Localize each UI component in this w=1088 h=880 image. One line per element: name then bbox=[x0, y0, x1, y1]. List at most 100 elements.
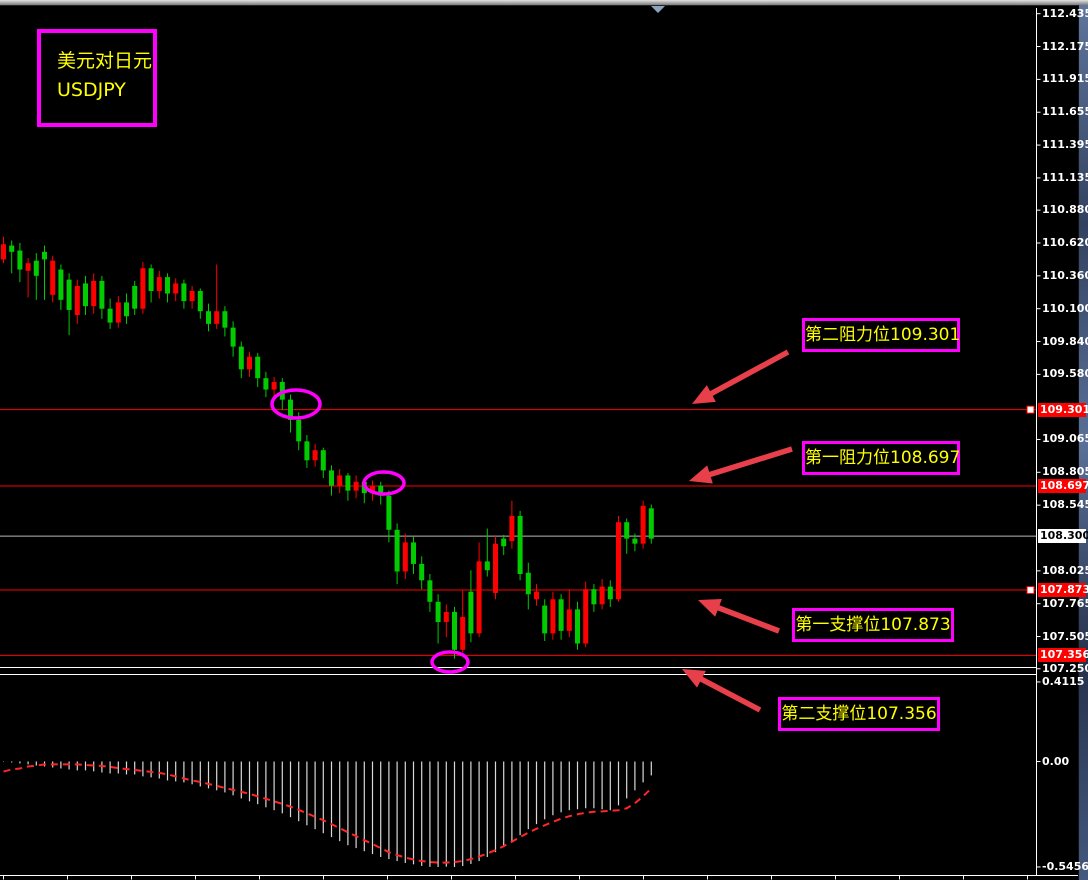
candle-body bbox=[607, 586, 613, 600]
candle-body bbox=[402, 542, 408, 572]
candle-body bbox=[83, 283, 88, 307]
candle-body bbox=[222, 311, 228, 328]
symbol-name-cn: 美元对日元 bbox=[57, 50, 153, 72]
candle-body bbox=[517, 515, 523, 575]
price-axis-label: 112.435 bbox=[1042, 6, 1088, 20]
candle-body bbox=[99, 280, 105, 309]
candle-body bbox=[337, 475, 343, 486]
price-axis-label: 110.100 bbox=[1042, 301, 1088, 315]
annotation-support2[interactable]: 第二支撑位107.356 bbox=[778, 697, 940, 731]
candle-body bbox=[435, 601, 441, 623]
candle-body bbox=[534, 591, 539, 600]
candle-body bbox=[304, 441, 310, 461]
candle-body bbox=[566, 609, 572, 631]
candle-body bbox=[25, 263, 31, 271]
highlight-ellipse[interactable] bbox=[362, 470, 406, 496]
pointer-arrow-shaft[interactable] bbox=[694, 674, 762, 713]
candle-body bbox=[427, 580, 433, 602]
candle-body bbox=[624, 522, 630, 539]
pointer-arrow-head[interactable] bbox=[692, 385, 716, 404]
candle-body bbox=[33, 260, 39, 276]
indicator-axis-label: 0.4115 bbox=[1042, 674, 1085, 688]
candle-body bbox=[271, 381, 277, 390]
pointer-arrow-head[interactable] bbox=[689, 465, 713, 484]
candle-body bbox=[140, 268, 146, 309]
candle-body bbox=[558, 599, 564, 631]
candle-body bbox=[181, 283, 187, 302]
level-price-label: 108.697 bbox=[1038, 478, 1088, 493]
candle-body bbox=[476, 561, 482, 634]
candle-body bbox=[648, 508, 654, 539]
price-axis-label: 108.805 bbox=[1042, 465, 1088, 479]
price-axis-label: 109.065 bbox=[1042, 432, 1088, 446]
candle-body bbox=[443, 611, 449, 623]
candle-body bbox=[66, 279, 72, 310]
candle-body bbox=[238, 346, 244, 370]
candle-body bbox=[493, 543, 498, 593]
candle-body bbox=[58, 269, 64, 300]
price-axis-label: 111.655 bbox=[1042, 105, 1088, 119]
candle-body bbox=[525, 572, 531, 595]
candle-body bbox=[50, 260, 56, 295]
pointer-arrow-shaft[interactable] bbox=[704, 349, 790, 399]
candle-body bbox=[9, 245, 15, 252]
candle-body bbox=[148, 268, 154, 292]
price-axis-label: 109.840 bbox=[1042, 334, 1088, 348]
candle-body bbox=[17, 250, 23, 270]
candle-body bbox=[378, 485, 384, 496]
candle-body bbox=[156, 277, 162, 292]
price-axis-label: 110.880 bbox=[1042, 203, 1088, 217]
annotation-resistance1[interactable]: 第一阻力位108.697 bbox=[802, 441, 960, 475]
window-scrollbar[interactable] bbox=[1078, 5, 1088, 880]
price-axis-label: 108.545 bbox=[1042, 498, 1088, 512]
level-drag-handle[interactable] bbox=[1026, 586, 1035, 595]
level-drag-handle[interactable] bbox=[1026, 405, 1035, 414]
candle-body bbox=[468, 591, 474, 634]
price-axis-label: 107.505 bbox=[1042, 629, 1088, 643]
window-top-resize-bar[interactable] bbox=[0, 0, 1088, 6]
candle-body bbox=[74, 285, 80, 316]
level-price-label: 109.301 bbox=[1038, 402, 1088, 417]
candle-body bbox=[263, 378, 269, 390]
candle-body bbox=[329, 470, 334, 486]
indicator-axis-label: -0.5456 bbox=[1042, 859, 1088, 873]
pointer-arrow-shaft[interactable] bbox=[711, 603, 780, 634]
candle-body bbox=[419, 563, 425, 581]
highlight-ellipse[interactable] bbox=[430, 650, 470, 674]
candle-body bbox=[107, 308, 113, 323]
candle-body bbox=[124, 302, 129, 317]
candle-body bbox=[632, 538, 638, 544]
candle-body bbox=[197, 291, 203, 312]
candle-body bbox=[550, 599, 556, 634]
candle-body bbox=[288, 399, 293, 420]
indicator-axis-label: 0.00 bbox=[1042, 754, 1070, 768]
candle-body bbox=[42, 251, 47, 260]
candle-body bbox=[214, 311, 220, 324]
candle-body bbox=[501, 538, 507, 547]
pointer-arrow-shaft[interactable] bbox=[703, 446, 793, 479]
level-price-label: 107.873 bbox=[1038, 583, 1088, 598]
symbol-label-box[interactable]: 美元对日元 USDJPY bbox=[37, 29, 157, 127]
price-axis-label: 110.620 bbox=[1042, 235, 1088, 249]
candle-body bbox=[345, 475, 351, 491]
pointer-arrow-head[interactable] bbox=[698, 598, 722, 617]
candle-body bbox=[353, 481, 359, 491]
pointer-arrow-head[interactable] bbox=[682, 669, 706, 688]
candle-body bbox=[394, 529, 400, 572]
price-axis-label: 110.360 bbox=[1042, 268, 1088, 282]
candle-body bbox=[411, 542, 416, 564]
price-axis-label: 107.765 bbox=[1042, 596, 1088, 610]
annotation-support1[interactable]: 第一支撑位107.873 bbox=[792, 608, 954, 642]
candle-body bbox=[1, 244, 6, 260]
price-axis-label: 108.025 bbox=[1042, 563, 1088, 577]
highlight-ellipse[interactable] bbox=[270, 388, 322, 420]
annotation-resistance2[interactable]: 第二阻力位109.301 bbox=[802, 318, 960, 352]
candle-body bbox=[189, 291, 195, 302]
candle-body bbox=[206, 311, 211, 324]
candle-body bbox=[591, 589, 597, 605]
level-price-label: 107.356 bbox=[1038, 648, 1088, 663]
macd-signal-line bbox=[3, 763, 652, 864]
candle-body bbox=[575, 609, 580, 644]
